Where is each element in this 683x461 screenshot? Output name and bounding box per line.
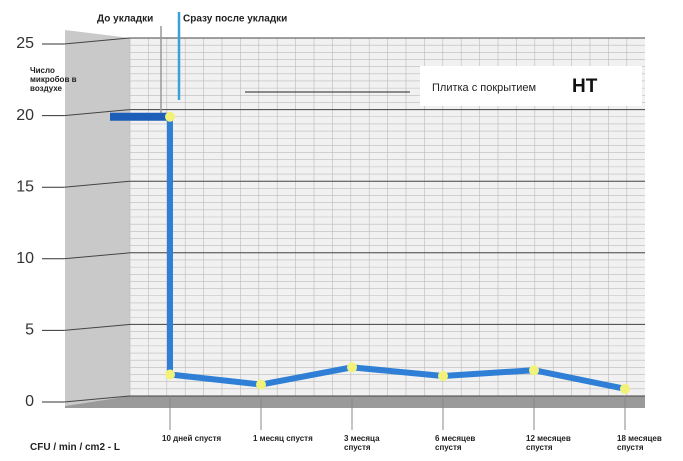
legend-highlight: HT bbox=[572, 76, 598, 97]
grid-line bbox=[63, 395, 645, 403]
grid-line bbox=[63, 109, 645, 117]
x-tick-label: 1 месяц спустя bbox=[253, 434, 313, 443]
point bbox=[165, 369, 175, 380]
x-tick-label: 3 месяца спустя bbox=[344, 434, 380, 452]
point bbox=[529, 365, 539, 376]
x-tick-label: 10 дней спустя bbox=[162, 434, 222, 443]
after-label: Сразу после укладки bbox=[183, 14, 287, 25]
grid-line bbox=[63, 37, 645, 45]
floor bbox=[65, 396, 645, 408]
point bbox=[256, 379, 266, 390]
y-tick-label: 15 bbox=[16, 178, 34, 195]
point bbox=[438, 370, 448, 381]
legend-box bbox=[420, 66, 642, 106]
x-tick-label: 12 месяцев спустя bbox=[526, 434, 571, 452]
grid-line bbox=[63, 323, 645, 331]
point bbox=[347, 362, 357, 373]
y-tick-label: 25 bbox=[16, 35, 34, 52]
y-tick-label: 5 bbox=[25, 322, 34, 339]
series-line bbox=[169, 364, 626, 392]
legend-text: Плитка с покрытием bbox=[432, 82, 536, 94]
grid bbox=[63, 37, 645, 403]
point bbox=[620, 383, 630, 394]
grid-line bbox=[63, 252, 645, 260]
before-label: До укладки bbox=[97, 14, 153, 25]
y-tick-label: 20 bbox=[16, 107, 34, 124]
y-axis-label: Число микробов в воздухе bbox=[30, 66, 77, 93]
point bbox=[165, 111, 175, 122]
grid-line bbox=[63, 180, 645, 188]
x-tick-label: 6 месяцев спустя bbox=[435, 434, 476, 452]
marks bbox=[110, 111, 630, 394]
side-wall bbox=[65, 30, 130, 406]
y-tick-label: 0 bbox=[25, 393, 34, 410]
x-tick-label: 18 месяцев спустя bbox=[617, 434, 662, 452]
y-tick-label: 10 bbox=[16, 250, 34, 267]
x-axis-label: CFU / min / cm2 - L bbox=[30, 442, 121, 453]
